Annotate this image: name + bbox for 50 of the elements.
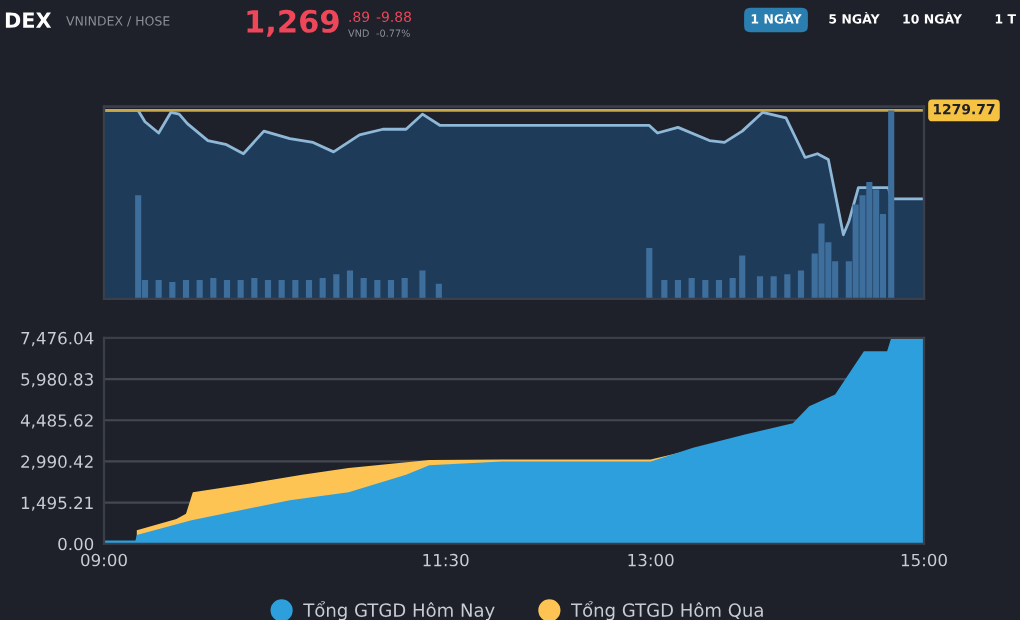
bar — [646, 247, 653, 299]
y-tick-label: 2,990.42 — [21, 455, 93, 470]
x-tick-label: 11:30 — [423, 553, 469, 567]
y-tick-label: 4,485.62 — [20, 414, 93, 429]
bar — [387, 280, 395, 299]
bar — [264, 280, 272, 299]
bar — [251, 278, 258, 299]
bar — [784, 274, 791, 299]
bar — [319, 278, 326, 299]
x-tick-label: 13:00 — [628, 553, 674, 567]
bar — [223, 280, 231, 299]
bar — [661, 280, 668, 299]
y-tick-label: 0.00 — [58, 537, 94, 551]
bar — [169, 281, 176, 299]
bar — [210, 278, 217, 299]
text: 1,269 — [247, 9, 339, 37]
bar — [333, 274, 340, 299]
bar — [715, 280, 723, 299]
bar — [873, 189, 880, 299]
bar — [435, 283, 442, 299]
bar — [182, 280, 190, 299]
bar — [135, 195, 142, 299]
bar — [305, 280, 313, 299]
bar — [797, 270, 805, 299]
bar — [419, 270, 426, 299]
bar — [278, 280, 285, 299]
bar — [360, 278, 367, 299]
x-tick-label: 09:00 — [81, 553, 127, 567]
bar — [292, 280, 299, 299]
legend-label: Tổng GTGD Hôm Qua — [570, 601, 763, 620]
bar — [888, 110, 895, 299]
bar — [688, 278, 695, 299]
y-tick-label: 7,476.04 — [21, 331, 94, 347]
bar — [237, 280, 244, 299]
x-tick-label: 15:00 — [901, 553, 947, 567]
y-tick-label: 1,495.21 — [21, 496, 93, 511]
bar — [866, 182, 873, 299]
bar — [674, 280, 682, 299]
y-tick-label: 5,980.83 — [21, 373, 93, 388]
bar — [818, 223, 825, 299]
bar — [196, 280, 203, 299]
bar — [374, 280, 381, 299]
bar — [346, 270, 354, 299]
legend-label: Tổng GTGD Hôm Nay — [303, 601, 495, 620]
text: DEX — [5, 12, 52, 28]
bar — [401, 278, 408, 299]
bar — [756, 276, 764, 299]
bar — [702, 280, 709, 299]
bar — [155, 280, 162, 299]
bar — [770, 276, 777, 299]
